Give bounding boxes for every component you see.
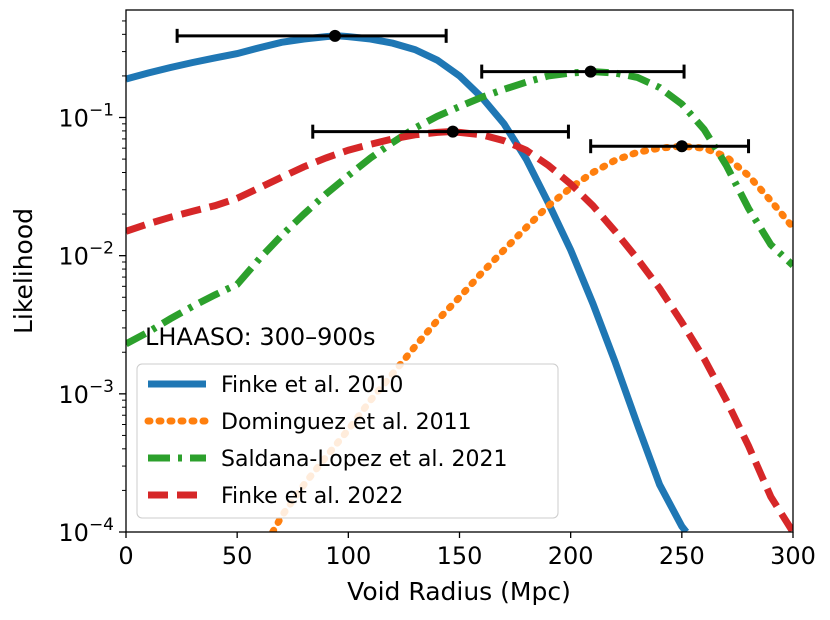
legend-frame — [136, 363, 559, 519]
annotation-label: LHAASO: 300–900s — [145, 323, 375, 351]
legend: Finke et al. 2010 Dominguez et al. 2011 Sa… — [136, 363, 559, 519]
legend-label-2: Dominguez et al. 2011 — [221, 410, 472, 435]
x-tick-label-1: 50 — [222, 542, 253, 570]
legend-label-4: Finke et al. 2022 — [221, 484, 403, 509]
x-tick-label-0: 0 — [118, 542, 133, 570]
x-tick-label-2: 100 — [325, 542, 371, 570]
best-fit-point-1 — [328, 29, 341, 42]
x-tick-label-3: 150 — [437, 542, 483, 570]
x-tick-label-4: 200 — [548, 542, 594, 570]
y-tick-label-2: 10−2 — [58, 239, 114, 271]
y-axis: 10−4 10−3 10−2 10−1 — [58, 101, 126, 547]
y-tick-label-1: 10−3 — [58, 377, 114, 409]
series-line-1 — [126, 32, 690, 532]
y-minor-ticks — [122, 20, 126, 491]
legend-label-3: Saldana-Lopez et al. 2021 — [221, 447, 507, 472]
series-line-3 — [126, 68, 793, 347]
y-axis-label: Likelihood — [9, 208, 38, 334]
x-tick-label-6: 300 — [770, 542, 816, 570]
best-fit-point-3 — [446, 125, 459, 138]
legend-label-1: Finke et al. 2010 — [221, 373, 403, 398]
y-tick-label-0: 10−4 — [58, 515, 114, 547]
x-tick-label-5: 250 — [659, 542, 705, 570]
series-line-4 — [126, 128, 793, 532]
best-fit-point-4 — [675, 140, 688, 153]
errorbar-layer — [175, 28, 751, 154]
series-layer — [126, 32, 793, 532]
best-fit-point-2 — [584, 65, 597, 78]
y-tick-label-3: 10−1 — [58, 101, 114, 133]
series-line-2 — [269, 142, 793, 532]
x-axis-label: Void Radius (Mpc) — [347, 577, 571, 606]
x-axis: 0 50 100 150 200 250 300 — [118, 532, 816, 570]
